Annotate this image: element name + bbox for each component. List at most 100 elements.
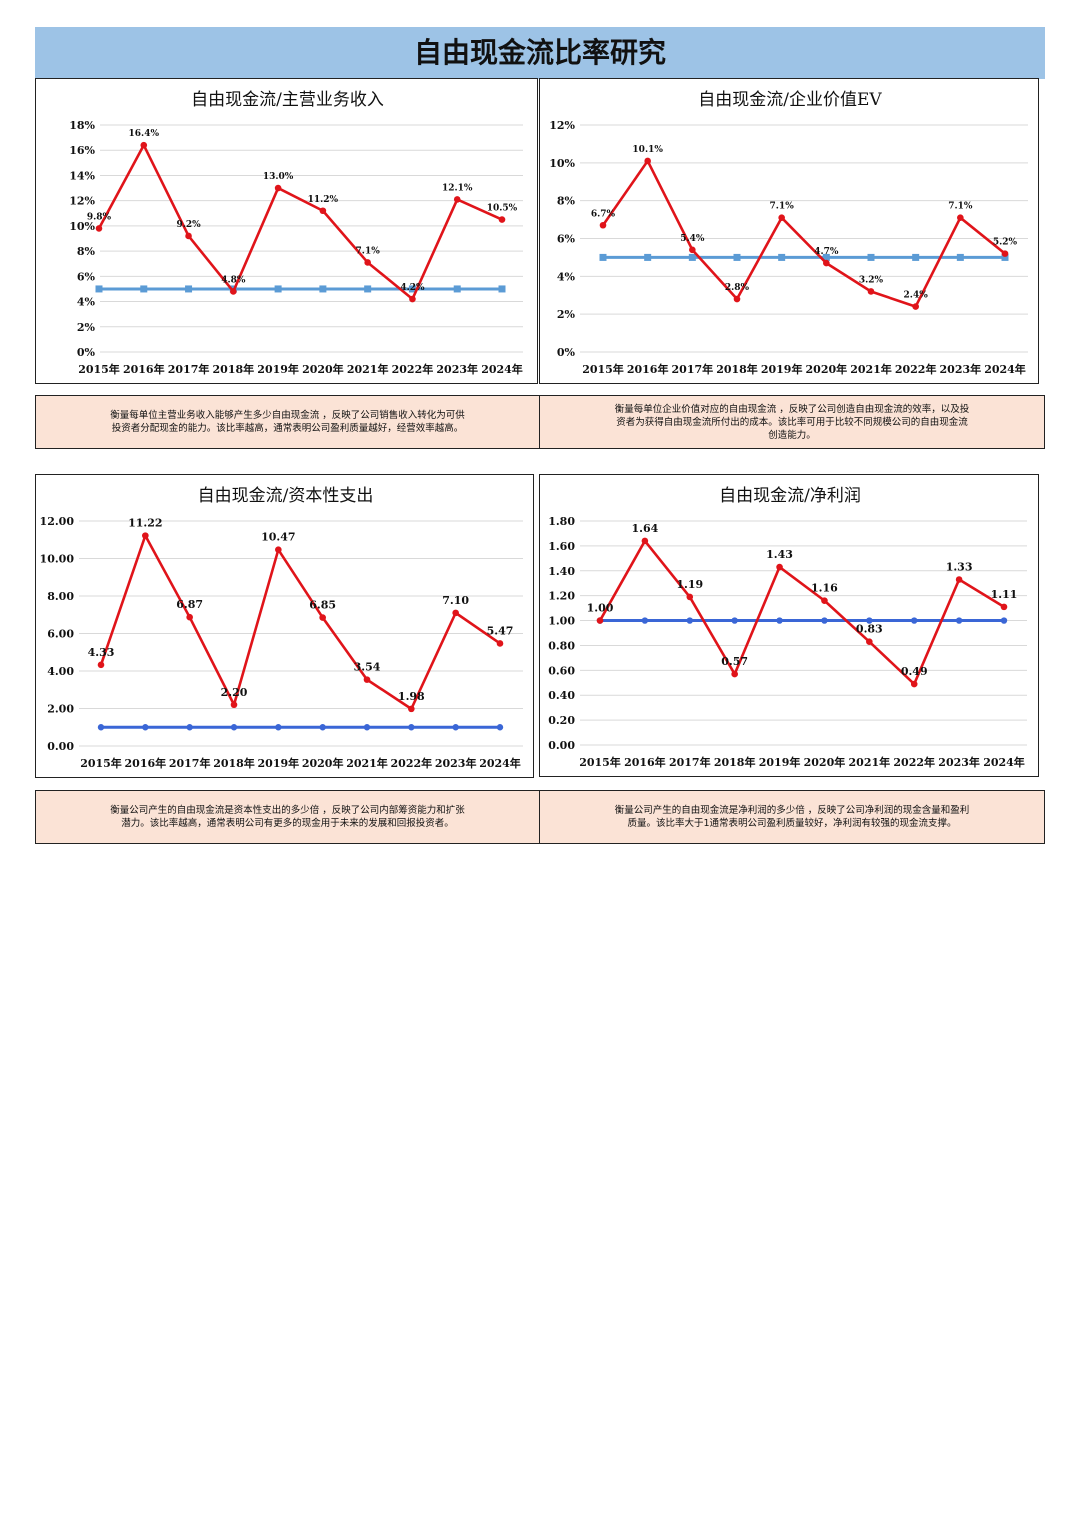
- data-label: 5.47: [487, 624, 514, 637]
- series-point: [319, 614, 326, 621]
- data-label: 5.2%: [993, 238, 1018, 248]
- series-point: [363, 676, 371, 683]
- x-tick-label: 2022年: [391, 756, 433, 770]
- series-line: [97, 143, 503, 301]
- series-point: [453, 196, 461, 203]
- benchmark-point: [866, 617, 873, 624]
- data-label: 7.1%: [356, 246, 381, 256]
- x-tick-label: 2022年: [895, 362, 937, 376]
- benchmark-point: [644, 253, 652, 261]
- x-tick-label: 2024年: [479, 756, 521, 770]
- data-label: 7.1%: [948, 202, 973, 212]
- series-point: [498, 216, 506, 223]
- y-tick-label: 12%: [69, 195, 95, 208]
- benchmark-point: [97, 724, 105, 731]
- x-tick-label: 2017年: [169, 756, 211, 770]
- note-text: 衡量公司产生的自由现金流是净利润的多少倍 ，反映了公司净利润的现金含量和盈利质量…: [614, 805, 970, 829]
- y-tick-label: 2.00: [47, 703, 74, 716]
- y-tick-label: 4.00: [47, 665, 74, 678]
- benchmark-point: [230, 724, 238, 731]
- chart-panel-fcf-capex: 自由现金流/资本性支出 0.00 2.00 4.00 6.00 8.00 10.00 12.0…: [35, 474, 534, 778]
- benchmark-point: [319, 285, 327, 293]
- x-tick-label: 2020年: [302, 362, 344, 376]
- benchmark-point: [955, 617, 963, 624]
- chart-fcf-revenue: 自由现金流/主营业务收入 0% 2% 4% 6% 8% 10% 12% 14% 16% 18% 201…: [69, 90, 523, 376]
- y-tick-label: 0%: [77, 346, 96, 359]
- series-point: [97, 661, 105, 669]
- x-tick-label: 2019年: [761, 362, 803, 376]
- data-label: 4.2%: [400, 283, 425, 293]
- benchmark-point: [912, 253, 920, 261]
- y-tick-label: 4%: [557, 270, 576, 283]
- series-point: [319, 207, 327, 215]
- note-fcf-capex: 衡量公司产生的自由现金流是资本性支出的多少倍 ，反映了公司内部筹资能力和扩张潜力…: [35, 790, 540, 844]
- data-label: 0.57: [721, 655, 748, 668]
- data-label: 9.8%: [87, 212, 112, 222]
- y-tick-label: 8.00: [47, 590, 74, 603]
- data-label: 6.87: [176, 598, 203, 611]
- benchmark-point: [186, 724, 193, 731]
- x-tick-label: 2023年: [938, 755, 980, 769]
- benchmark-point: [867, 253, 875, 261]
- benchmark-point: [95, 285, 103, 293]
- data-label: 10.5%: [487, 204, 518, 214]
- data-label: 6.7%: [591, 209, 616, 219]
- data-label: 1.19: [676, 578, 703, 591]
- series-point: [1000, 603, 1008, 611]
- y-tick-label: 0%: [557, 346, 576, 359]
- y-tick-label: 1.80: [548, 515, 575, 528]
- y-tick-label: 2%: [77, 321, 96, 334]
- data-label: 4.8%: [221, 275, 246, 285]
- series-point: [778, 214, 785, 221]
- benchmark-point: [140, 285, 148, 293]
- data-label: 1.64: [631, 522, 658, 535]
- y-tick-label: 1.40: [548, 565, 575, 578]
- y-tick-label: 6%: [77, 270, 96, 283]
- data-label: 3.54: [354, 661, 381, 674]
- x-tick-label: 2024年: [983, 755, 1025, 769]
- series-point: [957, 214, 964, 221]
- y-tick-label: 0.80: [548, 639, 575, 652]
- series-point: [955, 576, 963, 583]
- x-tick-label: 2017年: [669, 755, 711, 769]
- series-line: [598, 539, 1005, 686]
- benchmark-point: [688, 253, 696, 261]
- x-tick-label: 2018年: [716, 362, 758, 376]
- y-tick-label: 18%: [69, 119, 95, 132]
- benchmark-point: [142, 724, 149, 731]
- y-tick-label: 1.00: [548, 615, 575, 628]
- data-label: 1.43: [766, 548, 793, 561]
- page-title: 自由现金流比率研究: [413, 36, 666, 69]
- series-point: [867, 288, 875, 295]
- benchmark-point: [1000, 617, 1008, 624]
- data-label: 1.16: [811, 582, 838, 595]
- benchmark-point: [498, 285, 506, 293]
- series-point: [731, 670, 738, 678]
- x-tick-label: 2023年: [435, 756, 477, 770]
- y-tick-label: 10%: [549, 157, 575, 170]
- series-line: [99, 534, 501, 711]
- chart-title: 自由现金流/净利润: [719, 486, 861, 506]
- series-point: [821, 597, 828, 604]
- data-label: 7.1%: [770, 202, 795, 212]
- data-label: 10.1%: [632, 145, 663, 155]
- benchmark-point: [408, 285, 416, 293]
- data-label: 1.98: [398, 690, 425, 703]
- y-tick-label: 0.20: [548, 714, 575, 727]
- y-tick-label: 16%: [69, 144, 95, 157]
- benchmark-point: [364, 285, 372, 293]
- series-point: [910, 680, 918, 688]
- benchmark-point: [641, 617, 649, 624]
- x-tick-label: 2019年: [257, 362, 299, 376]
- x-tick-label: 2020年: [806, 362, 848, 376]
- series-point: [186, 613, 193, 621]
- series-point: [496, 640, 504, 647]
- benchmark-point: [599, 253, 607, 261]
- y-tick-label: 2%: [557, 308, 576, 321]
- benchmark-point: [363, 724, 371, 731]
- series-point: [686, 593, 694, 601]
- x-tick-label: 2018年: [213, 756, 255, 770]
- x-tick-label: 2015年: [78, 362, 120, 376]
- series-point: [230, 701, 238, 709]
- data-label: 4.7%: [814, 247, 839, 257]
